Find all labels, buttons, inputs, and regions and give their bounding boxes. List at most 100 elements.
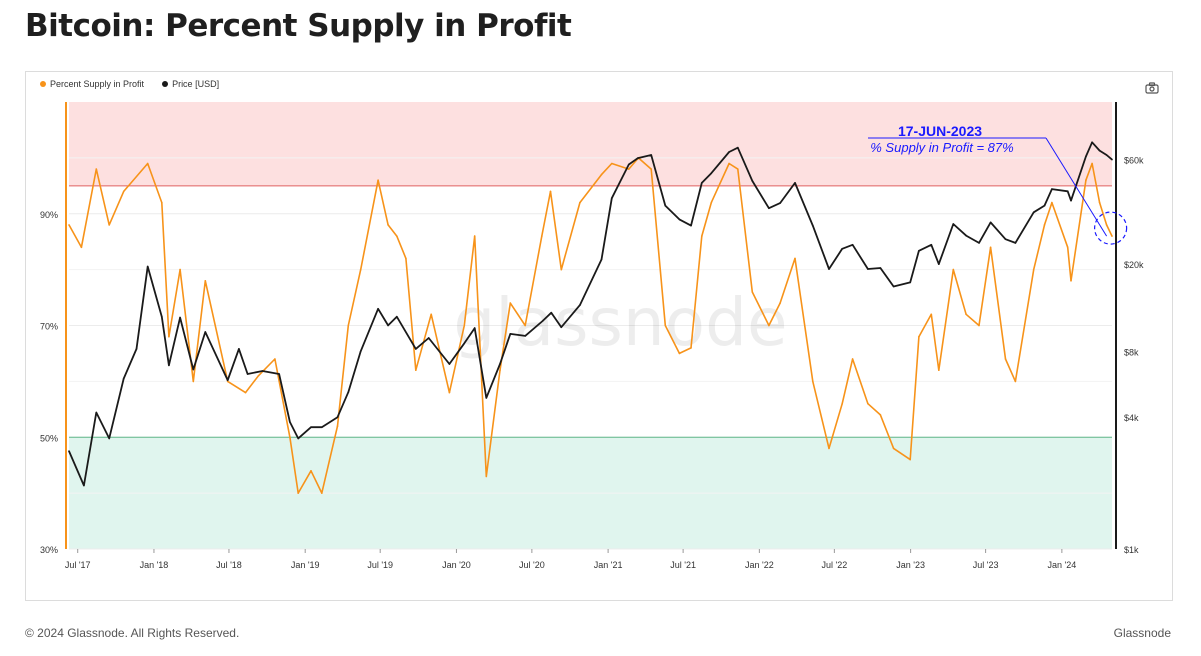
x-tick-label: Jul '19 <box>367 560 393 570</box>
legend-swatch-price <box>162 81 169 87</box>
x-tick-label: Jan '21 <box>594 560 623 570</box>
supply-in-profit-line-point <box>828 447 830 450</box>
supply-in-profit-line-point <box>952 268 955 271</box>
supply-in-profit-line-point <box>768 324 770 327</box>
price-line-point <box>779 202 781 204</box>
price-line-point <box>938 263 940 265</box>
price-line-point <box>135 348 138 350</box>
price-line-point <box>473 327 476 329</box>
supply-in-profit-line-point <box>794 257 796 260</box>
price-line-point <box>297 437 300 440</box>
supply-in-profit-line-point <box>161 201 163 204</box>
supply-in-profit-line-point <box>448 391 451 394</box>
footer-copyright: © 2024 Glassnode. All Rights Reserved. <box>25 626 240 640</box>
supply-in-profit-line-point <box>485 475 488 478</box>
price-line-point <box>768 207 770 209</box>
price-line-point <box>261 370 264 372</box>
supply-in-profit-line-point <box>909 458 911 461</box>
price-line-point <box>989 221 992 224</box>
price-line-point <box>678 218 681 221</box>
x-tick-label: Jan '20 <box>442 560 471 570</box>
x-tick-label: Jan '22 <box>745 560 774 570</box>
price-line-point <box>918 250 920 252</box>
x-tick-label: Jul '23 <box>973 560 999 570</box>
price-line-point <box>909 281 911 284</box>
supply-in-profit-line <box>68 157 1113 494</box>
price-line-point <box>347 391 350 394</box>
x-tick-label: Jan '18 <box>140 560 169 570</box>
supply-in-profit-line-point <box>851 358 854 360</box>
price-line-point <box>336 416 339 419</box>
y-right-tick-label: $8k <box>1124 347 1139 357</box>
supply-in-profit-line-point <box>415 369 417 372</box>
price-line-point <box>1004 238 1007 240</box>
price-line-point <box>122 377 125 380</box>
supply-in-profit-line-point <box>168 335 170 338</box>
price-line-point <box>108 437 110 440</box>
supply-in-profit-line-point <box>80 246 83 249</box>
price-line-point <box>892 285 895 288</box>
price-line-point <box>1051 188 1053 190</box>
price-line-point <box>637 157 639 159</box>
price-line-point <box>1066 190 1069 193</box>
supply-in-profit-line-point <box>930 313 933 316</box>
price-line-point <box>310 426 312 429</box>
legend-label-supply: Percent Supply in Profit <box>50 79 145 89</box>
price-line-point <box>226 379 229 382</box>
supply-in-profit-line-point <box>463 324 466 327</box>
price-line-point <box>737 146 739 149</box>
supply-in-profit-line-point <box>812 380 814 383</box>
price-line-point <box>1085 155 1087 158</box>
price-line-point <box>68 450 70 452</box>
price-line-point <box>387 324 389 327</box>
price-line-point <box>611 197 613 199</box>
price-line-point <box>161 315 163 318</box>
price-line-point <box>1105 154 1108 156</box>
watermark: glassnode <box>453 284 787 361</box>
supply-in-profit-line-point <box>710 201 713 204</box>
legend-swatch-supply <box>40 81 46 87</box>
supply-in-profit-line-point <box>524 324 526 327</box>
price-line-point <box>1043 204 1046 207</box>
x-tick-label: Jul '18 <box>216 560 242 570</box>
camera-icon[interactable] <box>1145 82 1159 94</box>
supply-in-profit-line-point <box>549 190 552 193</box>
supply-in-profit-line-point <box>579 201 581 204</box>
supply-in-profit-line-point <box>204 280 207 282</box>
price-line-point <box>359 350 362 353</box>
legend-item-supply[interactable]: Percent Supply in Profit <box>40 79 144 89</box>
supply-in-profit-line-point <box>1066 246 1069 249</box>
price-line-point <box>701 182 703 184</box>
legend-item-price[interactable]: Price [USD] <box>162 79 219 89</box>
chart-legend: Percent Supply in Profit Price [USD] <box>40 79 219 89</box>
price-line-point <box>600 258 603 261</box>
price-line-point <box>952 223 955 225</box>
price-line-point <box>524 335 526 337</box>
price-line-point <box>289 421 291 423</box>
supply-in-profit-line-point <box>728 162 730 165</box>
footer-brand[interactable]: Glassnode <box>1113 626 1171 640</box>
price-line-point <box>1014 242 1017 244</box>
price-line-point <box>628 163 630 166</box>
price-line-point <box>812 224 814 227</box>
supply-in-profit-line-point <box>499 369 501 372</box>
supply-in-profit-line-point <box>737 168 739 170</box>
price-line-point <box>550 311 553 314</box>
price-line-point <box>1111 158 1113 161</box>
supply-in-profit-line-point <box>701 235 703 237</box>
price-line-point <box>965 234 967 237</box>
supply-in-profit-line-point <box>1043 224 1046 226</box>
upper-zone <box>69 102 1112 186</box>
price-line-point <box>978 242 980 244</box>
price-line-point <box>499 363 501 365</box>
price-line-point <box>509 333 512 335</box>
supply-in-profit-line-point <box>611 162 613 165</box>
supply-in-profit-line-point <box>146 162 149 165</box>
price-line-point <box>1032 211 1035 214</box>
supply-in-profit-line-point <box>179 268 181 271</box>
supply-in-profit-line-point <box>690 347 692 349</box>
price-line-point <box>579 304 581 306</box>
annotation-date: 17-JUN-2023 <box>898 123 982 139</box>
annotation-circle <box>1094 211 1128 245</box>
